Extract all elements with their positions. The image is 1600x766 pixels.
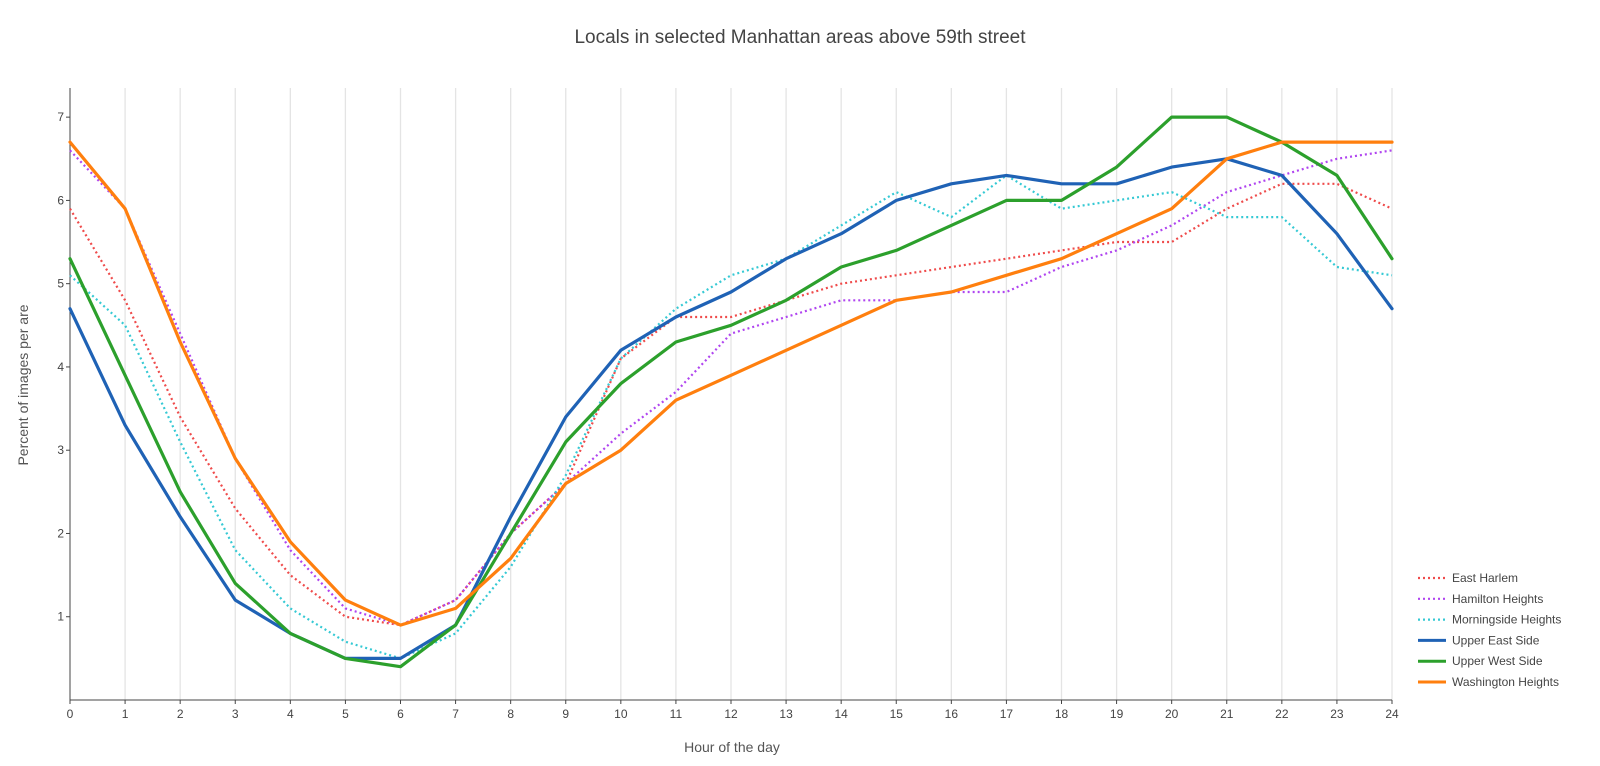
legend-label: Upper West Side xyxy=(1452,654,1543,668)
grid xyxy=(124,88,1393,700)
x-tick-label: 22 xyxy=(1275,707,1289,721)
x-tick-label: 9 xyxy=(562,707,569,721)
x-tick-label: 10 xyxy=(614,707,628,721)
tick-labels: 0 1 2 3 4 5 6 7 8 9 10 11 12 13 14 15 16 17 18 19 20 21 22 23 24… xyxy=(57,110,1399,721)
x-tick-label: 23 xyxy=(1330,707,1344,721)
y-axis-title: Percent of images per are xyxy=(15,304,31,465)
x-tick-label: 1 xyxy=(122,707,129,721)
x-tick-label: 15 xyxy=(890,707,904,721)
y-tick-label: 6 xyxy=(57,193,64,207)
series-line-washington-heights xyxy=(68,140,1394,627)
x-tick-label: 6 xyxy=(397,707,404,721)
series-line-upper-west-side xyxy=(68,115,1394,669)
x-tick-label: 24 xyxy=(1385,707,1399,721)
x-tick-label: 11 xyxy=(670,707,683,721)
legend: East Harlem Hamilton Heights Morningside H… xyxy=(1418,571,1561,689)
x-tick-label: 13 xyxy=(779,707,793,721)
legend-item-upper-west-side[interactable]: Upper West Side xyxy=(1418,654,1543,668)
x-tick-label: 8 xyxy=(507,707,514,721)
legend-label: Washington Heights xyxy=(1452,675,1559,689)
series-line-hamilton-heights xyxy=(69,149,1393,627)
chart-title: Locals in selected Manhattan areas above… xyxy=(574,27,1026,48)
x-tick-label: 0 xyxy=(67,707,74,721)
y-tick-label: 1 xyxy=(57,610,64,624)
legend-item-east-harlem[interactable]: East Harlem xyxy=(1418,571,1518,585)
series-line-morningside-heights xyxy=(69,174,1393,660)
y-tick-label: 3 xyxy=(57,443,64,457)
y-tick-label: 2 xyxy=(57,526,64,540)
x-tick-label: 16 xyxy=(945,707,959,721)
x-tick-label: 3 xyxy=(232,707,239,721)
legend-item-morningside-heights[interactable]: Morningside Heights xyxy=(1418,613,1561,627)
x-tick-label: 7 xyxy=(452,707,459,721)
series-line-east-harlem xyxy=(69,182,1393,627)
legend-label: East Harlem xyxy=(1452,571,1518,585)
legend-item-washington-heights[interactable]: Washington Heights xyxy=(1418,675,1559,689)
legend-label: Morningside Heights xyxy=(1452,613,1561,627)
x-tick-label: 4 xyxy=(287,707,294,721)
x-tick-label: 21 xyxy=(1220,707,1234,721)
axes xyxy=(66,88,1393,704)
x-tick-label: 19 xyxy=(1110,707,1124,721)
x-tick-label: 2 xyxy=(177,707,184,721)
legend-label: Upper East Side xyxy=(1452,633,1540,647)
series-lines xyxy=(68,115,1394,669)
legend-label: Hamilton Heights xyxy=(1452,592,1543,606)
x-tick-label: 18 xyxy=(1055,707,1069,721)
x-tick-label: 14 xyxy=(834,707,848,721)
y-tick-label: 7 xyxy=(57,110,64,124)
x-tick-label: 17 xyxy=(1000,707,1014,721)
legend-item-hamilton-heights[interactable]: Hamilton Heights xyxy=(1418,592,1543,606)
x-tick-label: 12 xyxy=(724,707,738,721)
x-axis-title: Hour of the day xyxy=(684,739,780,755)
x-tick-label: 20 xyxy=(1165,707,1179,721)
y-tick-label: 4 xyxy=(57,360,64,374)
legend-item-upper-east-side[interactable]: Upper East Side xyxy=(1418,633,1540,647)
y-tick-label: 5 xyxy=(57,277,64,291)
x-tick-label: 5 xyxy=(342,707,349,721)
